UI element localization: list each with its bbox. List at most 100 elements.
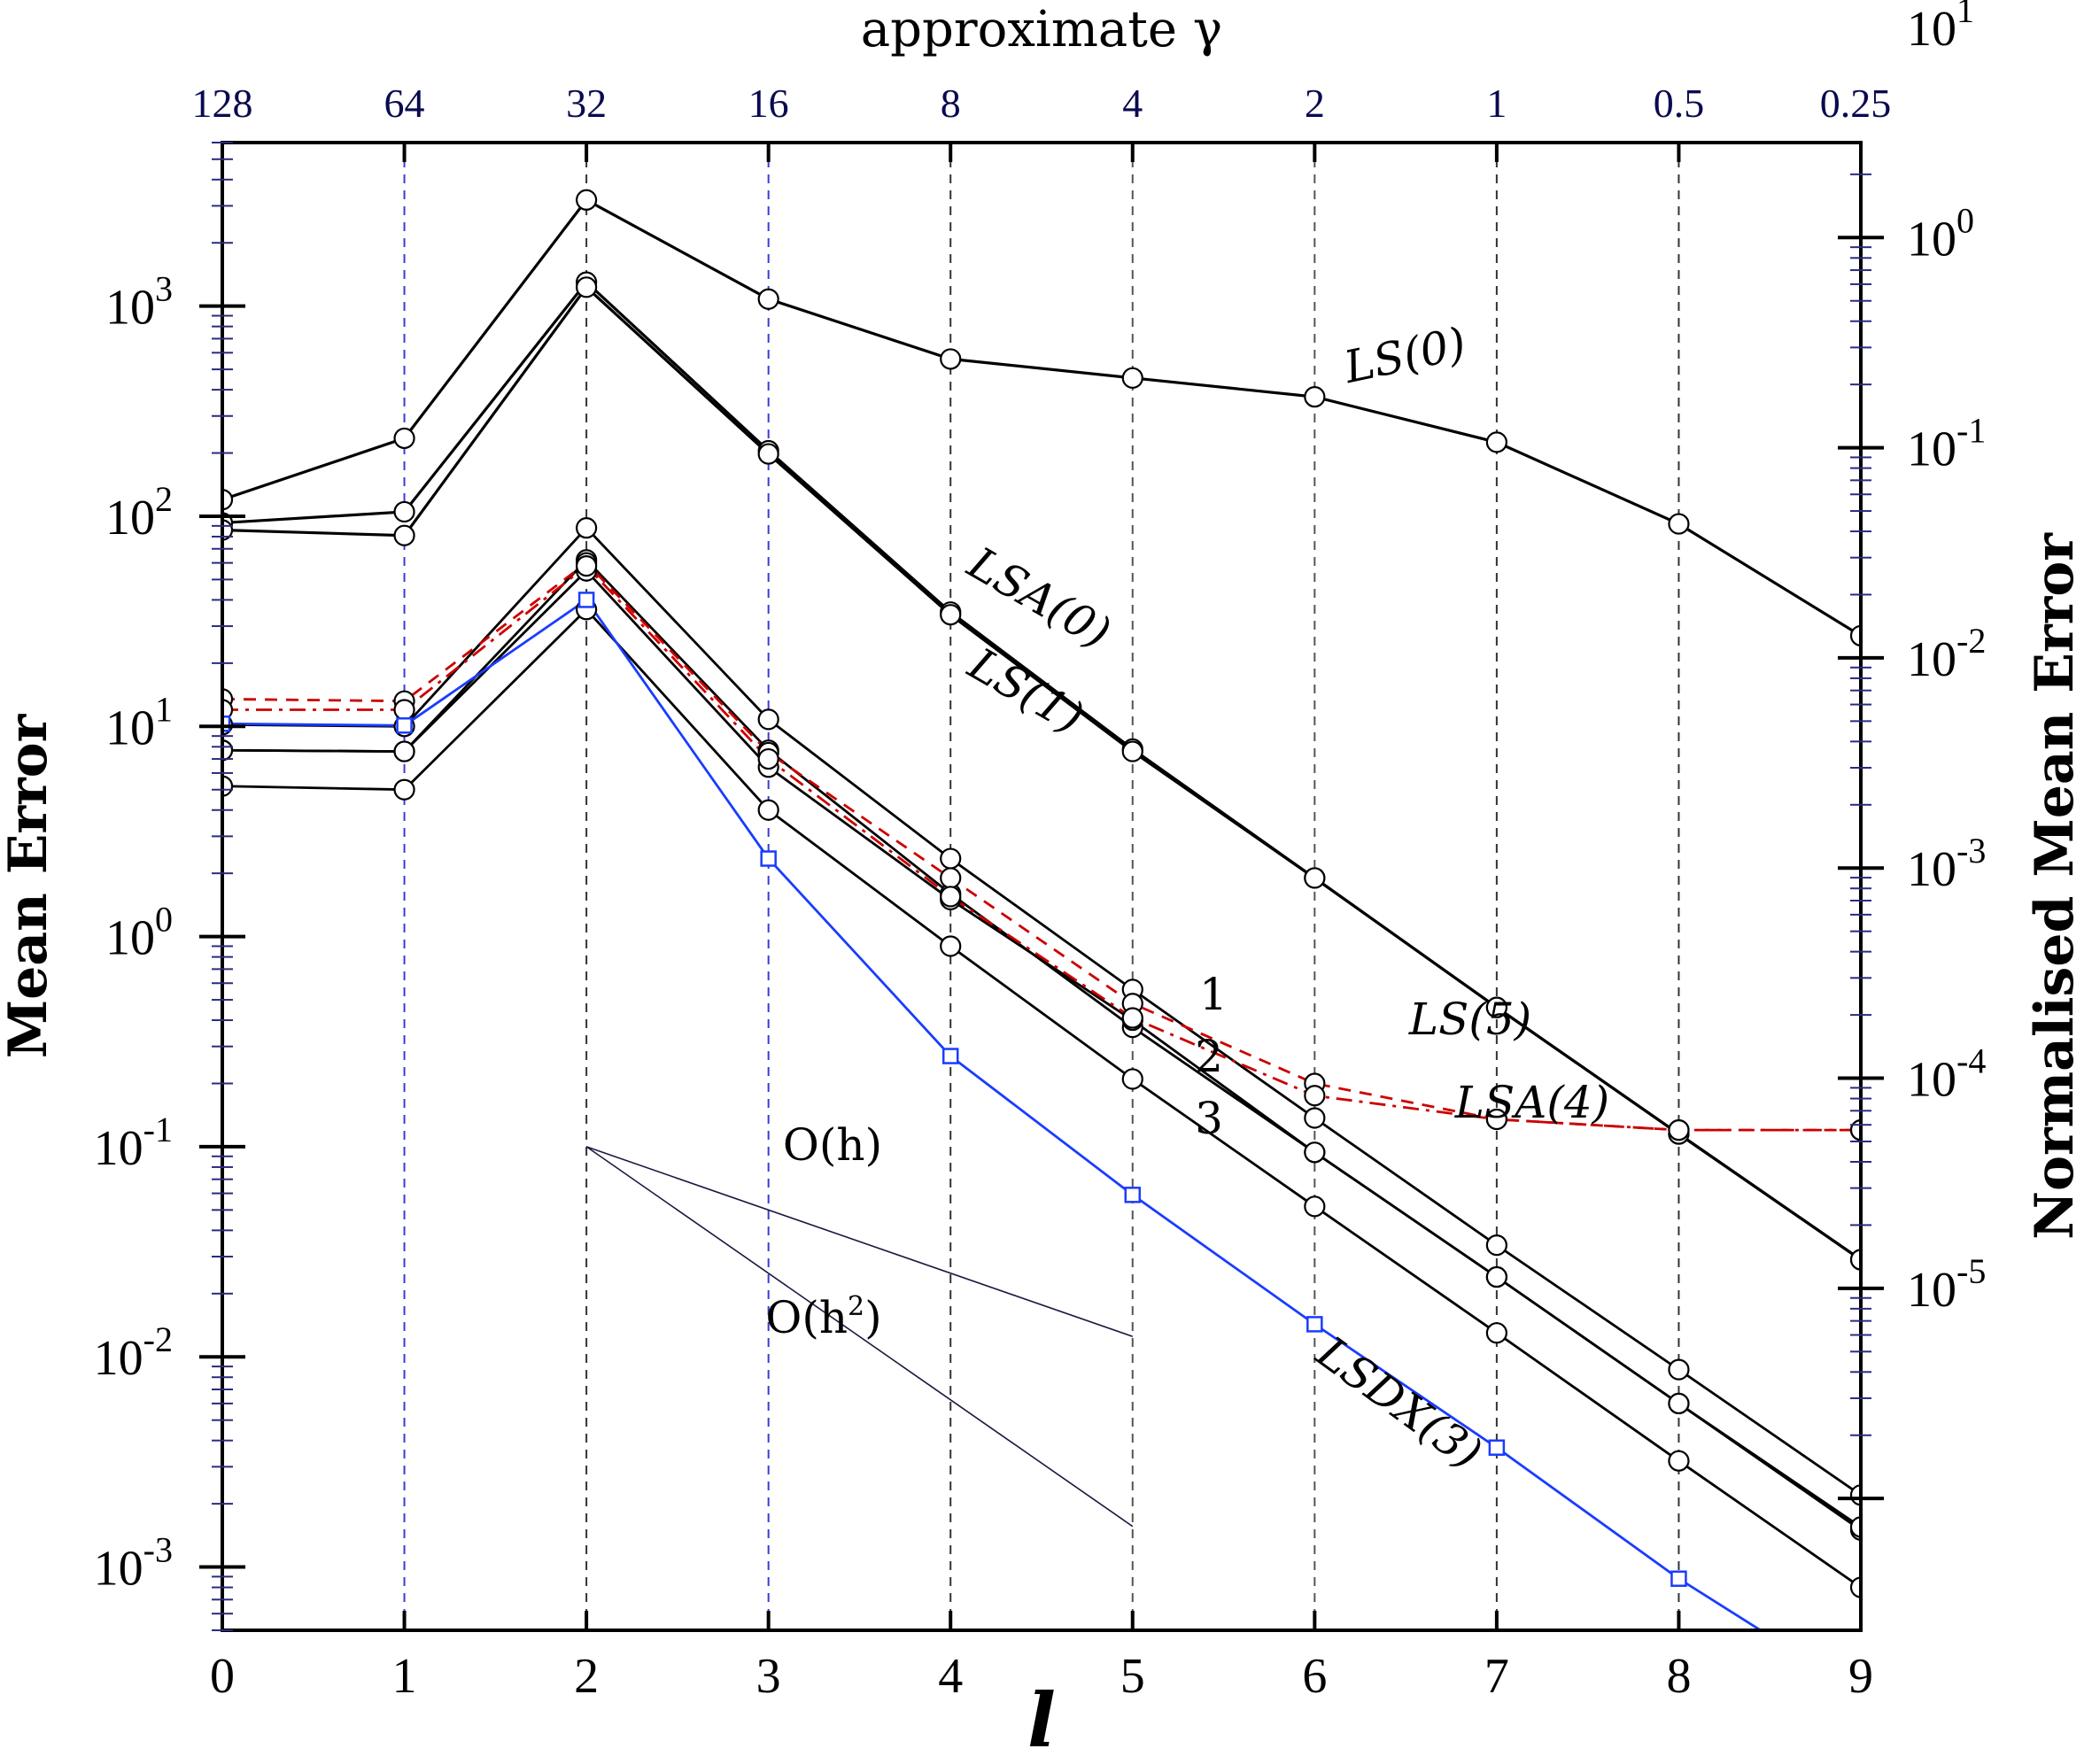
data-point-circle: [222, 699, 234, 721]
data-point-circle: [1121, 367, 1143, 389]
y2-tick-label: 10-3: [1907, 831, 1986, 897]
data-point-circle: [393, 740, 415, 762]
series-line-o-h-: [585, 1146, 1134, 1337]
data-point-circle: [393, 778, 415, 801]
data-point-circle: [1485, 1322, 1507, 1344]
plot-frame: [221, 141, 1863, 1632]
data-point-circle: [393, 427, 415, 450]
data-point-circle: [1849, 1576, 1861, 1598]
top-tick-label: 16: [748, 81, 789, 126]
data-point-circle: [1304, 386, 1326, 408]
data-point-circle: [1304, 1085, 1326, 1107]
data-point-circle: [1304, 1107, 1326, 1129]
data-point-circle: [1485, 431, 1507, 453]
y2-tick-label: 10-4: [1907, 1041, 1986, 1108]
annotation-2: 2: [1195, 1031, 1223, 1082]
annotation-o-h: O(h2): [765, 1291, 881, 1343]
annotation-lsdx-3-: LSDX(3): [1307, 1326, 1492, 1479]
data-point-square: [1306, 1316, 1323, 1333]
y-tick-label: 101: [105, 689, 173, 755]
x-tick-label: 6: [1302, 1649, 1327, 1704]
data-point-circle: [1304, 1195, 1326, 1218]
data-point-circle: [1849, 624, 1861, 647]
x-tick-label: 2: [574, 1649, 599, 1704]
top-tick-label: 1: [1486, 81, 1507, 126]
order-reference-lines: [585, 1146, 1134, 1528]
data-point-circle: [757, 443, 779, 465]
data-point-square: [1670, 1570, 1687, 1587]
y-tick-label: 10-1: [94, 1110, 173, 1176]
y-tick-label: 10-2: [94, 1319, 173, 1386]
y2-axis-title: Normalised Mean Error: [2024, 532, 2086, 1240]
series-line-lsdx-3-: [222, 598, 1763, 1630]
data-point-circle: [576, 517, 598, 539]
data-point-circle: [1485, 1108, 1507, 1131]
top-tick-label: 2: [1305, 81, 1325, 126]
top-tick-label: 128: [192, 81, 253, 126]
data-point-circle: [940, 604, 962, 626]
data-point-circle: [940, 847, 962, 870]
data-point-circle: [222, 775, 234, 797]
data-point-square: [941, 1048, 959, 1064]
data-point-circle: [940, 867, 962, 889]
annotation-ls-0-: LS(0): [1339, 318, 1470, 394]
data-point-circle: [940, 348, 962, 370]
data-point-circle: [1485, 996, 1507, 1018]
x-tick-label: 9: [1848, 1649, 1873, 1704]
data-point-circle: [576, 555, 598, 577]
y2-tick-label: 100: [1907, 200, 1974, 267]
series-lines: [222, 197, 1861, 1630]
top-tick-label: 0.25: [1820, 81, 1892, 126]
data-point-square: [1124, 1187, 1142, 1203]
x-axis-title: l: [1027, 1676, 1056, 1764]
series-line-3: [222, 607, 1861, 1589]
data-point-circle: [1121, 740, 1143, 762]
annotation-lsa-4-: LSA(4): [1454, 1077, 1609, 1128]
series-line-ls-0-: [222, 197, 1861, 638]
x-tick-label: 1: [392, 1649, 417, 1704]
x-tick-label: 4: [938, 1649, 963, 1704]
data-point-circle: [1304, 867, 1326, 889]
x-tick-label: 5: [1120, 1649, 1145, 1704]
annotation-1: 1: [1199, 969, 1228, 1020]
data-point-circle: [1668, 1119, 1690, 1141]
data-point-circle: [757, 708, 779, 731]
top-axis-title: approximate γ: [861, 1, 1222, 58]
data-point-circle: [1849, 1249, 1861, 1271]
data-point-circle: [222, 739, 234, 762]
series-line-2b: [222, 569, 1861, 1528]
annotation-3: 3: [1195, 1093, 1223, 1144]
data-point-circle: [940, 886, 962, 908]
top-tick-label: 32: [566, 81, 607, 126]
data-point-circle: [757, 288, 779, 310]
data-point-circle: [1304, 1141, 1326, 1164]
data-point-circle: [576, 189, 598, 211]
top-tick-label: 64: [384, 81, 425, 126]
y-tick-label: 103: [105, 269, 173, 336]
data-point-circle: [940, 935, 962, 957]
top-tick-label: 0.5: [1654, 81, 1705, 126]
x-tick-label: 3: [756, 1649, 781, 1704]
series-markers: [222, 189, 1861, 1598]
data-point-circle: [393, 699, 415, 721]
series-line-ls-1-: [222, 284, 1861, 1261]
data-point-circle: [1485, 1234, 1507, 1257]
series-line-ls-5-: [222, 561, 1861, 1132]
data-point-circle: [1668, 1450, 1690, 1472]
data-point-circle: [757, 799, 779, 821]
top-tick-label: 8: [941, 81, 961, 126]
top-tick-label: 4: [1122, 81, 1143, 126]
data-point-square: [577, 592, 595, 608]
vertical-gridlines: [403, 143, 1680, 1630]
series-line-lsa-0-: [222, 280, 1861, 1261]
data-point-circle: [1668, 1358, 1690, 1381]
data-point-square: [760, 850, 777, 867]
annotation-o-h-: O(h): [783, 1119, 882, 1171]
data-point-circle: [757, 747, 779, 770]
series-line-lsa-4-: [222, 564, 1861, 1132]
data-point-square: [396, 717, 413, 734]
annotation-ls-1-: LS(1): [959, 638, 1092, 744]
data-point-circle: [1668, 1392, 1690, 1414]
data-point-circle: [1121, 1007, 1143, 1029]
